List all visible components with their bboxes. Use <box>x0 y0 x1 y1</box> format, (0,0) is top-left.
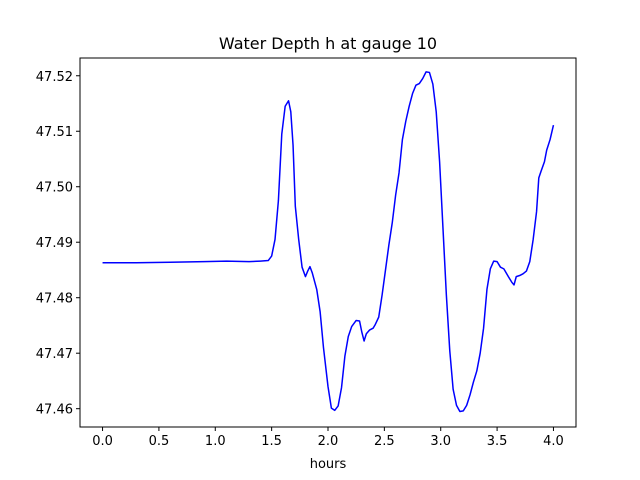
plot-frame <box>79 57 577 428</box>
x-tick-label: 2.5 <box>374 434 395 449</box>
x-tick-label: 0.5 <box>149 434 170 449</box>
x-axis: 0.0 0.5 1.0 1.5 2.0 2.5 3.0 3.5 4.0 <box>92 427 564 449</box>
x-tick-label: 1.5 <box>261 434 282 449</box>
series-line-0 <box>102 71 555 413</box>
x-tick-label: 2.0 <box>318 434 339 449</box>
y-tick-label: 47.48 <box>36 292 73 307</box>
chart-title: Water Depth h at gauge 10 <box>219 34 437 53</box>
plot-area <box>102 71 555 413</box>
x-tick-label: 3.5 <box>487 434 508 449</box>
y-tick-label: 47.52 <box>36 70 73 85</box>
x-tick-label: 3.0 <box>430 434 451 449</box>
y-tick-label: 47.47 <box>36 347 73 362</box>
x-tick-label: 0.0 <box>92 434 113 449</box>
y-tick-label: 47.51 <box>36 125 73 140</box>
y-tick-label: 47.50 <box>36 181 73 196</box>
x-tick-label: 1.0 <box>205 434 226 449</box>
y-tick-label: 47.46 <box>36 403 73 418</box>
x-axis-label: hours <box>310 457 347 472</box>
y-tick-label: 47.49 <box>36 236 73 251</box>
y-axis: 47.46 47.47 47.48 47.49 47.50 47.51 47.52 <box>36 70 80 418</box>
x-tick-label: 4.0 <box>543 434 564 449</box>
